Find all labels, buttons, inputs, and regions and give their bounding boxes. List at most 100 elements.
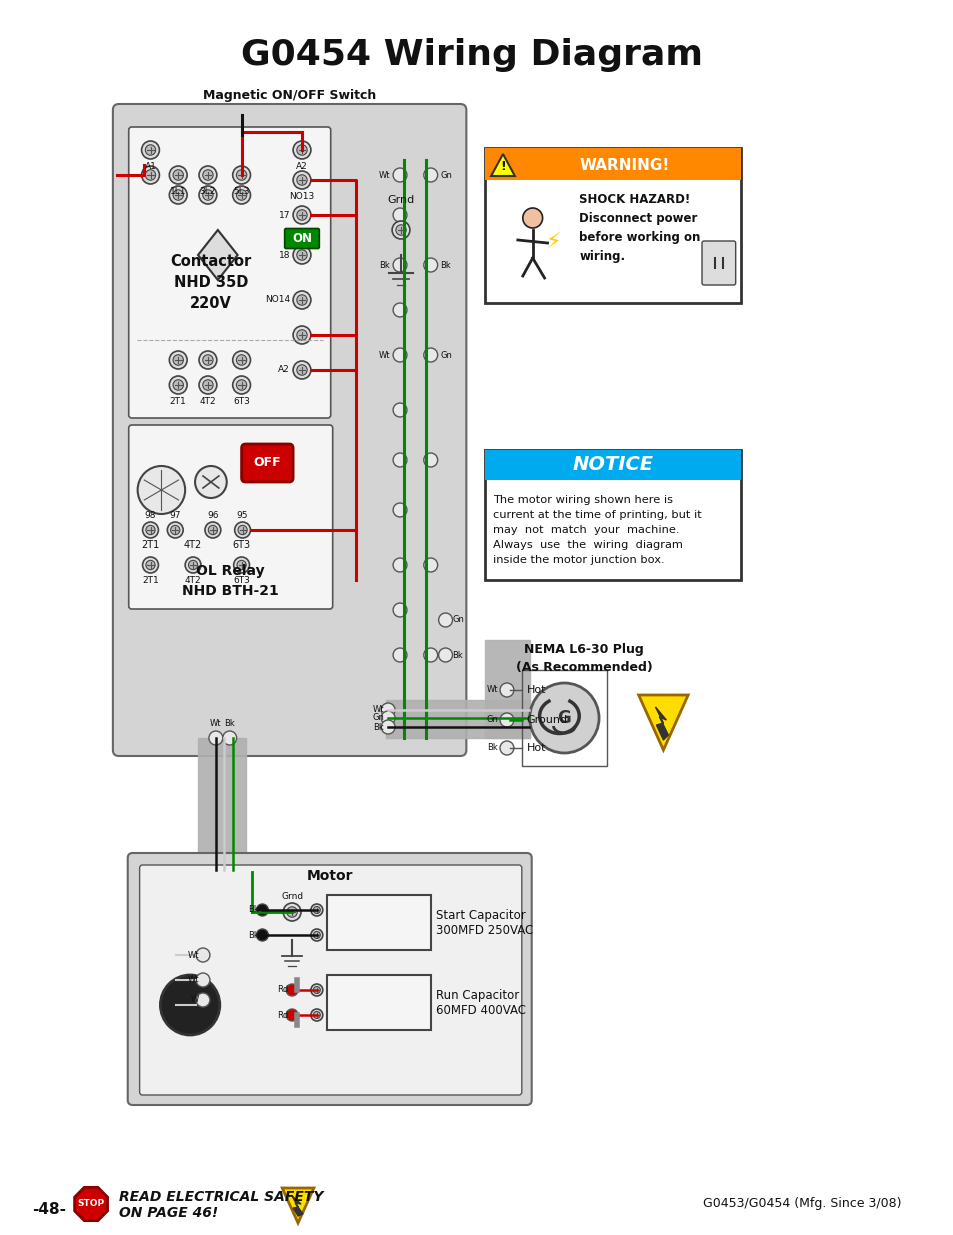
Circle shape xyxy=(141,165,159,184)
Circle shape xyxy=(145,144,155,156)
Text: A1: A1 xyxy=(145,162,156,170)
Text: Wt: Wt xyxy=(210,719,221,727)
Circle shape xyxy=(393,348,407,362)
Text: 6T3: 6T3 xyxy=(233,576,250,585)
Text: Gn: Gn xyxy=(452,615,464,625)
Circle shape xyxy=(142,557,158,573)
Circle shape xyxy=(172,354,183,366)
Circle shape xyxy=(296,330,307,340)
Polygon shape xyxy=(74,1187,108,1220)
Text: Wt: Wt xyxy=(373,705,384,715)
Text: W: W xyxy=(191,995,199,1004)
Text: Run Capacitor
60MFD 400VAC: Run Capacitor 60MFD 400VAC xyxy=(436,988,525,1016)
Circle shape xyxy=(199,186,216,204)
Circle shape xyxy=(296,144,307,156)
Text: 96: 96 xyxy=(207,511,218,520)
Circle shape xyxy=(256,904,268,916)
Text: Bk: Bk xyxy=(224,719,234,727)
FancyBboxPatch shape xyxy=(485,148,740,303)
Text: Bk: Bk xyxy=(487,743,497,752)
FancyBboxPatch shape xyxy=(284,228,319,248)
Text: 4T2: 4T2 xyxy=(185,576,201,585)
Circle shape xyxy=(286,1009,297,1021)
Circle shape xyxy=(169,351,187,369)
Text: NO13: NO13 xyxy=(289,191,314,201)
Circle shape xyxy=(196,973,210,987)
Text: Grnd: Grnd xyxy=(387,195,415,205)
Circle shape xyxy=(423,648,437,662)
Circle shape xyxy=(203,380,213,390)
Circle shape xyxy=(141,141,159,159)
Circle shape xyxy=(233,351,251,369)
Text: 1L1: 1L1 xyxy=(170,186,186,196)
Circle shape xyxy=(236,190,247,200)
Circle shape xyxy=(233,186,251,204)
Circle shape xyxy=(423,558,437,572)
Text: 4T2: 4T2 xyxy=(199,396,216,406)
Circle shape xyxy=(233,557,250,573)
Circle shape xyxy=(296,295,307,305)
Circle shape xyxy=(223,731,236,745)
Text: NOTICE: NOTICE xyxy=(572,456,653,474)
Circle shape xyxy=(236,380,247,390)
FancyBboxPatch shape xyxy=(327,974,430,1030)
Text: Hot: Hot xyxy=(526,685,546,695)
Polygon shape xyxy=(655,706,668,740)
Circle shape xyxy=(203,190,213,200)
FancyBboxPatch shape xyxy=(485,450,740,580)
Circle shape xyxy=(142,522,158,538)
Text: NO14: NO14 xyxy=(265,295,290,305)
Circle shape xyxy=(146,561,155,569)
Circle shape xyxy=(296,210,307,220)
Text: The motor wiring shown here is
current at the time of printing, but it
may  not : The motor wiring shown here is current a… xyxy=(493,495,701,564)
Circle shape xyxy=(169,375,187,394)
Circle shape xyxy=(381,703,395,718)
Circle shape xyxy=(293,326,311,345)
FancyBboxPatch shape xyxy=(327,895,430,950)
Text: -48-: -48- xyxy=(31,1203,66,1218)
Text: Bk: Bk xyxy=(373,722,384,731)
Circle shape xyxy=(499,741,514,755)
Circle shape xyxy=(423,453,437,467)
Text: G0453/G0454 (Mfg. Since 3/08): G0453/G0454 (Mfg. Since 3/08) xyxy=(702,1198,901,1210)
Circle shape xyxy=(233,165,251,184)
Circle shape xyxy=(209,731,223,745)
Circle shape xyxy=(203,169,213,180)
Circle shape xyxy=(522,207,542,228)
Circle shape xyxy=(199,165,216,184)
Circle shape xyxy=(287,906,297,918)
Text: 2T1: 2T1 xyxy=(170,396,187,406)
Circle shape xyxy=(393,207,407,222)
Polygon shape xyxy=(198,230,237,280)
Circle shape xyxy=(314,987,320,993)
Circle shape xyxy=(393,558,407,572)
Circle shape xyxy=(314,906,320,914)
Circle shape xyxy=(283,903,301,921)
Circle shape xyxy=(234,522,251,538)
Circle shape xyxy=(296,249,307,261)
Text: Bk: Bk xyxy=(452,651,463,659)
Text: 2T1: 2T1 xyxy=(141,540,159,550)
FancyBboxPatch shape xyxy=(701,241,735,285)
FancyBboxPatch shape xyxy=(485,148,740,180)
Text: G0454 Wiring Diagram: G0454 Wiring Diagram xyxy=(241,38,702,72)
Text: Motor: Motor xyxy=(306,869,353,883)
Circle shape xyxy=(172,190,183,200)
Circle shape xyxy=(393,603,407,618)
Circle shape xyxy=(438,613,452,627)
Text: STOP: STOP xyxy=(77,1199,105,1209)
Circle shape xyxy=(171,525,180,535)
Polygon shape xyxy=(282,1188,314,1223)
Circle shape xyxy=(185,557,201,573)
Text: Rd: Rd xyxy=(276,1010,288,1020)
Circle shape xyxy=(236,561,246,569)
Text: Wt: Wt xyxy=(188,951,199,960)
Text: G: G xyxy=(557,709,571,727)
Circle shape xyxy=(529,683,598,753)
Circle shape xyxy=(438,648,452,662)
Circle shape xyxy=(293,246,311,264)
Text: NEMA L6-30 Plug
(As Recommended): NEMA L6-30 Plug (As Recommended) xyxy=(516,642,652,673)
Circle shape xyxy=(393,258,407,272)
FancyBboxPatch shape xyxy=(241,445,293,482)
Polygon shape xyxy=(292,1195,303,1216)
